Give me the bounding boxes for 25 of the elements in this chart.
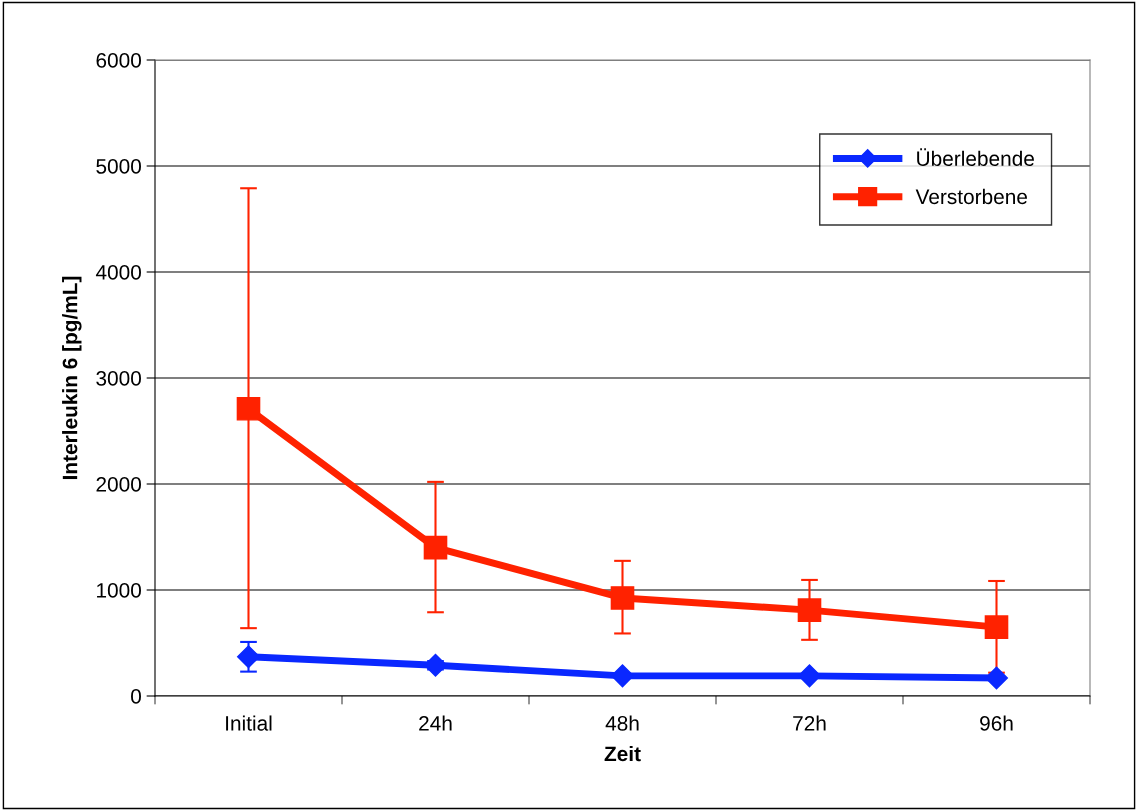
y-tick-label: 1000 (97, 583, 141, 598)
x-tick-label: 72h (793, 715, 826, 731)
y-axis-title: Interleukin 6 [pg/mL] (62, 276, 82, 480)
x-axis-title: Zeit (604, 745, 641, 762)
point (797, 598, 822, 622)
x-tick-label: Initial (226, 715, 272, 731)
x-tick-label: 48h (605, 715, 639, 731)
point (236, 396, 261, 421)
y-tick-label: 4000 (95, 265, 141, 280)
y-tick-label: 6000 (96, 53, 141, 68)
point (237, 645, 260, 669)
point (611, 664, 634, 688)
y-tick-label: 3000 (96, 371, 141, 386)
legend-label: Verstorbene (915, 188, 1027, 205)
x-tick-label: 96h (980, 715, 1013, 731)
point (610, 586, 635, 610)
x-tick-label: 24h (419, 715, 452, 731)
y-tick-label: 0 (131, 689, 141, 704)
y-tick-label: 5000 (96, 159, 141, 174)
point (985, 666, 1008, 690)
point (798, 664, 821, 688)
point (423, 535, 448, 560)
y-tick-label: 2000 (96, 477, 141, 492)
point (984, 615, 1009, 639)
legend-label: Überlebende (917, 148, 1034, 166)
